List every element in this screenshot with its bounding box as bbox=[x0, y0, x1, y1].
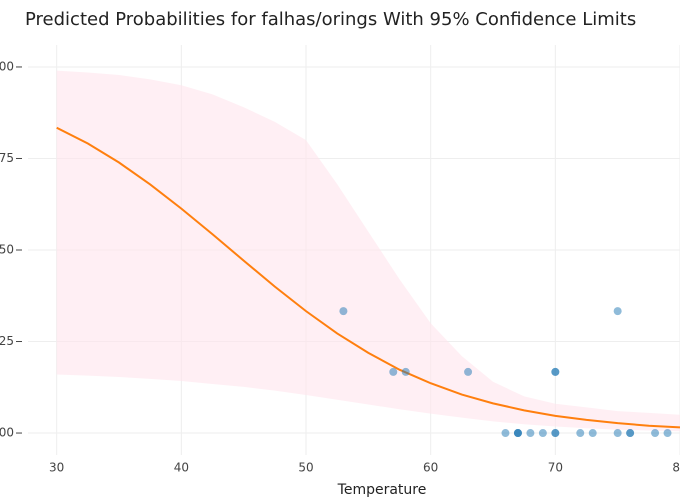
data-point bbox=[538, 429, 547, 438]
data-point bbox=[389, 367, 398, 376]
chart-title: Predicted Probabilities for falhas/oring… bbox=[25, 9, 636, 30]
data-point bbox=[626, 429, 635, 438]
data-point bbox=[576, 429, 585, 438]
data-point bbox=[651, 429, 660, 438]
data-point bbox=[551, 367, 560, 376]
x-axis-title: Temperature bbox=[337, 482, 427, 498]
data-point bbox=[613, 429, 622, 438]
data-point bbox=[551, 429, 560, 438]
data-point bbox=[613, 307, 622, 316]
data-point bbox=[526, 429, 535, 438]
data-point bbox=[501, 429, 510, 438]
x-tick-label: 60 bbox=[423, 461, 438, 475]
y-tick-label: 0.75 bbox=[0, 151, 14, 165]
x-tick-label: 40 bbox=[174, 461, 189, 475]
data-point bbox=[663, 429, 672, 438]
x-tick-label: 50 bbox=[298, 461, 313, 475]
data-point bbox=[588, 429, 597, 438]
data-point bbox=[513, 429, 522, 438]
confidence-band bbox=[56, 70, 680, 432]
y-tick-label: 0.25 bbox=[0, 334, 14, 348]
y-tick-label: 0.50 bbox=[0, 243, 14, 257]
data-point bbox=[339, 307, 348, 316]
x-tick-label: 70 bbox=[548, 461, 563, 475]
data-point bbox=[464, 367, 473, 376]
x-tick-label: 30 bbox=[49, 461, 64, 475]
fit-line bbox=[56, 126, 680, 429]
x-tick-label: 80 bbox=[672, 461, 680, 475]
y-tick-label: 1.00 bbox=[0, 59, 14, 73]
data-point bbox=[401, 367, 410, 376]
y-tick-label: 0.00 bbox=[0, 426, 14, 440]
